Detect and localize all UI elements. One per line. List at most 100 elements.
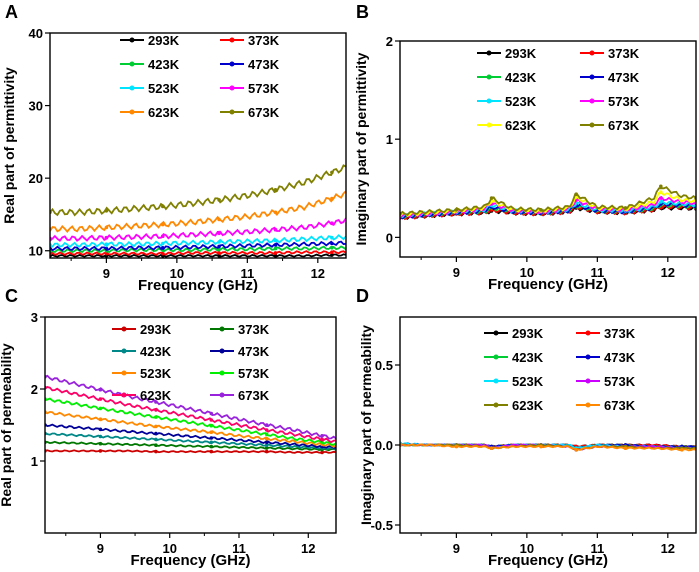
legend-label: 473K bbox=[238, 344, 270, 359]
legend-marker bbox=[129, 109, 135, 115]
legend-marker bbox=[486, 74, 492, 80]
panel-a: A 9 10 11 12 10 20 30 40 Frequency (GHz) Real part… bbox=[1, 2, 347, 294]
y-tick-label: 1 bbox=[31, 454, 38, 469]
x-axis-label: Frequency (GHz) bbox=[130, 552, 250, 569]
legend-item-623K: 623K bbox=[484, 398, 544, 413]
y-tick-label: 2 bbox=[31, 382, 38, 397]
data-point bbox=[273, 210, 278, 215]
y-axis-label: Real part of permeability bbox=[0, 343, 14, 507]
x-tick-label: 10 bbox=[170, 266, 184, 281]
data-point bbox=[154, 415, 158, 419]
data-point bbox=[623, 446, 628, 451]
legend-marker bbox=[229, 37, 235, 43]
data-point bbox=[330, 253, 334, 257]
legend-label: 473K bbox=[608, 70, 640, 85]
legend-label: 673K bbox=[248, 105, 280, 120]
legend-marker bbox=[589, 50, 595, 56]
panel-label: C bbox=[5, 286, 18, 306]
series-group bbox=[400, 184, 696, 221]
legend-marker bbox=[121, 326, 127, 332]
data-point bbox=[659, 200, 663, 204]
legend-item-673K: 673K bbox=[220, 105, 280, 120]
data-point bbox=[98, 427, 103, 432]
legend-item-673K: 673K bbox=[580, 118, 640, 133]
data-point bbox=[574, 448, 578, 452]
x-tick-label: 9 bbox=[103, 266, 110, 281]
data-point bbox=[209, 436, 214, 440]
data-point bbox=[320, 450, 324, 455]
data-point bbox=[273, 188, 278, 192]
legend-marker bbox=[229, 61, 235, 67]
data-point bbox=[264, 449, 269, 454]
x-axis-label: Frequency (GHz) bbox=[138, 277, 258, 294]
legend-marker bbox=[585, 378, 591, 384]
legend-label: 673K bbox=[238, 388, 270, 403]
data-point bbox=[154, 449, 158, 454]
x-tick-label: 11 bbox=[590, 541, 604, 556]
series-group bbox=[45, 374, 336, 455]
y-tick-label: 30 bbox=[29, 99, 43, 114]
x-tick-label: 11 bbox=[590, 265, 604, 280]
data-point bbox=[264, 432, 269, 437]
x-tick-label: 12 bbox=[661, 265, 675, 280]
legend-marker bbox=[121, 348, 127, 354]
data-point bbox=[161, 241, 165, 246]
panel-label: A bbox=[5, 2, 18, 22]
series-line-293K bbox=[45, 449, 336, 454]
data-point bbox=[680, 448, 684, 452]
legend-label: 293K bbox=[505, 46, 537, 61]
legend-marker bbox=[585, 402, 591, 408]
legend-item-423K: 423K bbox=[120, 57, 180, 72]
data-point bbox=[217, 231, 221, 236]
legend-marker bbox=[486, 98, 492, 104]
data-point bbox=[161, 204, 165, 209]
y-tick-label: 2 bbox=[386, 34, 393, 49]
data-point bbox=[454, 444, 459, 449]
series-line-673K bbox=[45, 374, 336, 440]
legend-label: 623K bbox=[512, 398, 544, 413]
series-group bbox=[50, 164, 346, 258]
legend-label: 373K bbox=[238, 322, 270, 337]
legend-label: 623K bbox=[148, 105, 180, 120]
legend-marker bbox=[219, 392, 225, 398]
series-line-293K bbox=[50, 253, 346, 258]
legend-marker bbox=[129, 37, 135, 43]
x-tick-label: 11 bbox=[232, 541, 246, 556]
panel-d: D 9 10 11 12 -0.5 0.0 0.5 Frequency (GHz) Imagina… bbox=[356, 286, 697, 569]
series-line-373K bbox=[45, 440, 336, 452]
legend-item-573K: 573K bbox=[576, 374, 636, 389]
legend-marker bbox=[229, 85, 235, 91]
legend-item-673K: 673K bbox=[576, 398, 636, 413]
data-point bbox=[330, 235, 334, 240]
data-point bbox=[264, 423, 269, 427]
data-point bbox=[209, 440, 214, 445]
legend-label: 373K bbox=[604, 326, 636, 341]
data-point bbox=[161, 234, 165, 238]
legend-item-293K: 293K bbox=[120, 33, 180, 48]
legend: 293K 373K 423K 473K 523K 573K 623K 673K bbox=[120, 33, 280, 120]
x-tick-label: 12 bbox=[661, 541, 675, 556]
data-point bbox=[539, 208, 543, 212]
legend-item-573K: 573K bbox=[220, 81, 280, 96]
data-point bbox=[154, 431, 158, 436]
legend-item-473K: 473K bbox=[580, 70, 640, 85]
legend-label: 373K bbox=[248, 33, 280, 48]
legend: 293K 373K 423K 473K 523K 573K 623K 673K bbox=[112, 322, 270, 403]
series-line-523K bbox=[45, 410, 336, 448]
series-line-623K bbox=[50, 190, 346, 234]
data-point bbox=[320, 437, 324, 442]
data-point bbox=[264, 428, 269, 432]
data-point bbox=[273, 238, 278, 243]
plot-frame bbox=[399, 316, 697, 534]
series-line-523K bbox=[50, 234, 346, 249]
data-point bbox=[273, 251, 278, 255]
panel-label: D bbox=[356, 286, 369, 306]
legend-item-373K: 373K bbox=[580, 46, 640, 61]
plot-frame bbox=[399, 40, 697, 258]
legend-marker bbox=[585, 330, 591, 336]
y-tick-label: 0.5 bbox=[375, 358, 393, 373]
legend-marker bbox=[219, 348, 225, 354]
legend-marker bbox=[589, 98, 595, 104]
legend-marker bbox=[589, 122, 595, 128]
